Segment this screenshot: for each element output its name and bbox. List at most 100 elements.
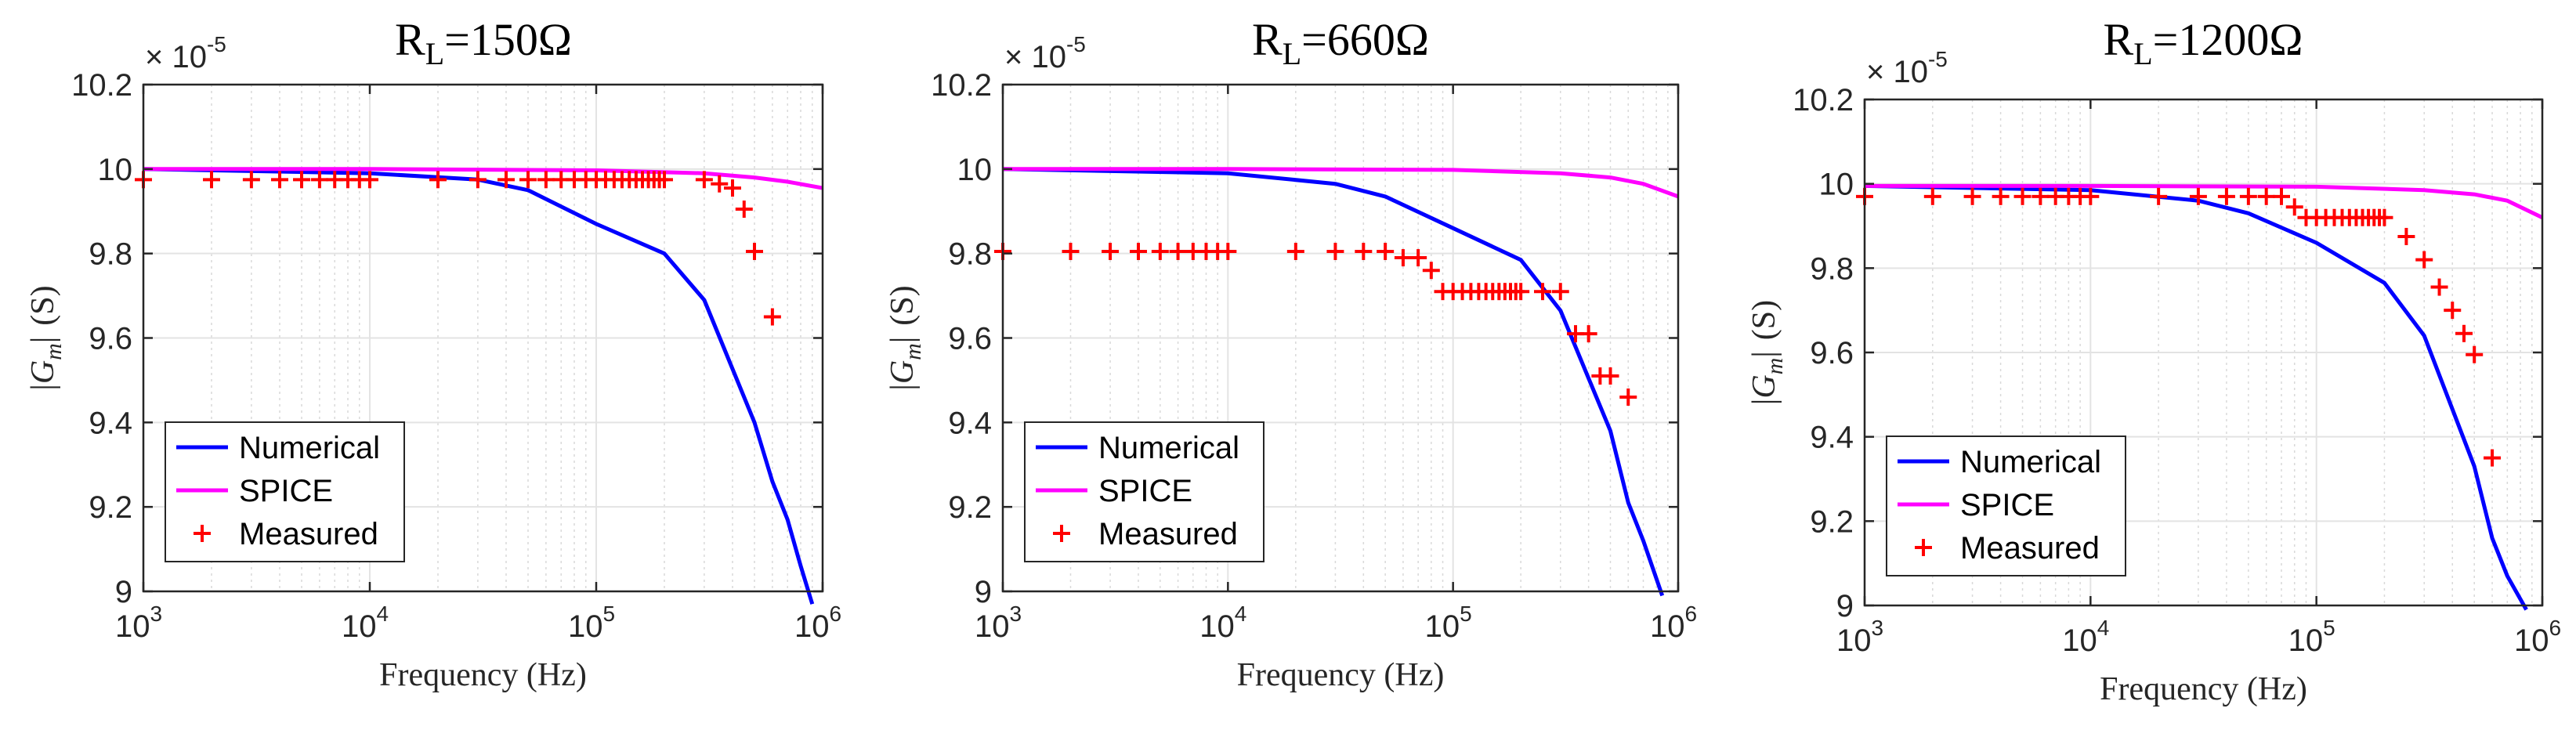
measured-point: [735, 201, 753, 219]
y-tick-label: 10.2: [931, 68, 992, 103]
measured-point: [2430, 278, 2448, 296]
measured-point: [1601, 367, 1619, 385]
x-axis-label: Frequency (Hz): [1237, 657, 1445, 693]
legend-item-numerical: Numerical: [1898, 445, 2101, 479]
series-line-numerical: [1002, 167, 1665, 597]
x-tick-base: 10: [568, 609, 603, 644]
measured-point: [2484, 449, 2502, 467]
y-label-bar-left: |: [1746, 399, 1782, 405]
measured-point: [1579, 325, 1597, 343]
x-axis-label: Frequency (Hz): [2100, 671, 2307, 707]
y-label-unit: (S): [25, 285, 61, 325]
measured-point: [723, 179, 741, 197]
measured-point: [537, 171, 555, 189]
measured-point: [1062, 242, 1080, 260]
measured-point: [1512, 283, 1530, 301]
measured-point: [763, 308, 781, 326]
measured-point: [2217, 187, 2235, 205]
y-multiplier-exponent: -5: [1928, 47, 1948, 71]
y-label-symbol: G: [1746, 374, 1782, 398]
y-axis-label: |Gm|(S): [885, 285, 926, 390]
legend-label: Measured: [1098, 517, 1238, 551]
measured-point: [1992, 187, 2010, 205]
legend-label: SPICE: [239, 474, 333, 508]
y-tick-label: 10.2: [71, 68, 132, 103]
y-tick-label: 9.2: [948, 490, 992, 525]
measured-point: [2375, 208, 2393, 226]
measured-point: [2444, 302, 2462, 320]
y-tick-label: 9.2: [1810, 504, 1854, 539]
legend-item-measured: Measured: [194, 517, 378, 551]
y-label-symbol: G: [885, 360, 921, 384]
x-tick-exponent: 4: [2097, 616, 2110, 640]
measured-point: [1129, 242, 1147, 260]
measured-point: [293, 171, 311, 189]
title-main: R: [395, 14, 425, 65]
x-tick-label: 103: [1836, 616, 1883, 658]
measured-point: [1219, 242, 1237, 260]
measured-point: [310, 171, 328, 189]
y-label-unit: (S): [885, 285, 921, 325]
measured-point: [711, 175, 729, 193]
measured-point: [361, 171, 378, 189]
title-tail: =660Ω: [1301, 14, 1429, 65]
legend: Numerical SPICE Measured: [1886, 435, 2126, 576]
legend-label: Measured: [239, 517, 378, 551]
y-tick-label: 9.8: [1810, 251, 1854, 286]
title-main: R: [2104, 14, 2134, 65]
y-label-bar-left: |: [885, 384, 921, 390]
measured-point: [1409, 249, 1427, 267]
x-tick-label: 106: [794, 602, 841, 644]
legend-item-spice: SPICE: [1898, 488, 2054, 522]
x-tick-exponent: 3: [1009, 602, 1022, 626]
y-tick-label: 9: [975, 575, 992, 609]
legend: Numerical SPICE Measured: [1024, 421, 1264, 562]
x-tick-base: 10: [2288, 623, 2324, 658]
series-markers-measured: [135, 171, 781, 326]
measured-point: [1355, 242, 1373, 260]
tick-marks: [1863, 98, 2544, 607]
legend-item-spice: SPICE: [176, 474, 333, 508]
x-tick-label: 104: [1199, 602, 1246, 644]
y-axis-label: |Gm|(S): [25, 285, 67, 390]
legend-label: Numerical: [1960, 445, 2101, 479]
measured-point: [2189, 187, 2207, 205]
y-tick-label: 9: [115, 575, 132, 609]
x-tick-exponent: 6: [829, 602, 841, 626]
y-multiplier-base: × 10: [145, 40, 207, 74]
x-tick-label: 104: [2062, 616, 2109, 658]
x-tick-label: 103: [115, 602, 162, 644]
measured-point: [2082, 187, 2100, 205]
legend: Numerical SPICE Measured: [165, 421, 405, 562]
measured-point: [1102, 242, 1120, 260]
x-tick-label: 105: [2288, 616, 2335, 658]
y-tick-label: 10: [98, 153, 133, 187]
measured-point: [1551, 283, 1569, 301]
measured-point: [1169, 242, 1187, 260]
legend-item-spice: SPICE: [1036, 474, 1192, 508]
x-tick-base: 10: [1650, 609, 1685, 644]
y-multiplier-exponent: -5: [207, 32, 226, 56]
y-tick-label: 9: [1836, 589, 1854, 623]
y-label-bar-right: |: [1746, 351, 1782, 357]
y-multiplier-base: × 10: [1004, 40, 1066, 74]
measured-point: [1534, 283, 1552, 301]
x-tick-exponent: 5: [2323, 616, 2335, 640]
x-tick-base: 10: [2062, 623, 2097, 658]
y-tick-label: 10: [957, 153, 993, 187]
x-tick-exponent: 5: [1460, 602, 1472, 626]
y-tick-label: 10.2: [1793, 83, 1854, 117]
x-tick-label: 105: [568, 602, 615, 644]
y-label-unit: (S): [1746, 300, 1782, 340]
measured-point: [469, 171, 487, 189]
measured-point: [1394, 249, 1412, 267]
measured-point: [2239, 187, 2257, 205]
title-tail: =1200Ω: [2153, 14, 2303, 65]
measured-point: [1286, 242, 1304, 260]
x-tick-label: 106: [2514, 616, 2561, 658]
x-tick-base: 10: [975, 609, 1010, 644]
y-label-bar-right: |: [885, 337, 921, 343]
measured-point: [2455, 324, 2473, 342]
y-tick-label: 9.4: [948, 406, 992, 440]
